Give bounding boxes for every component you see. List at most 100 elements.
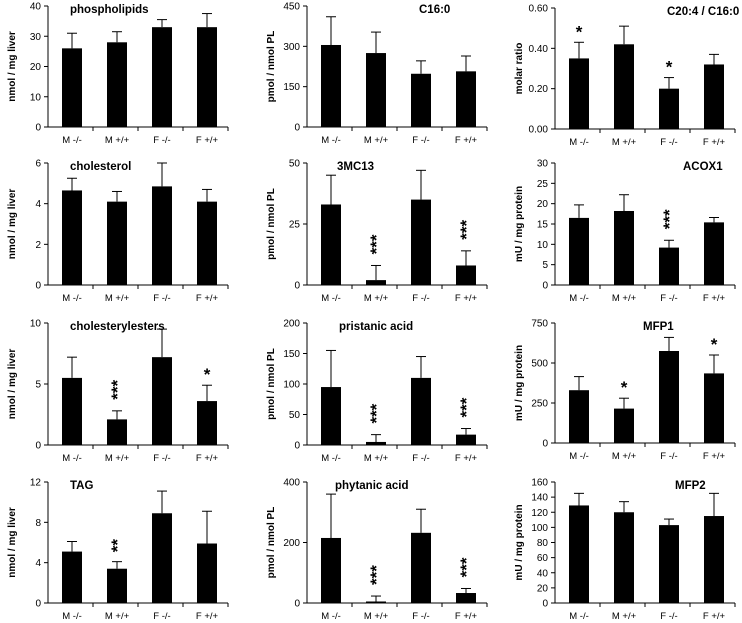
bar	[152, 357, 172, 445]
y-tick-label: 12	[30, 478, 42, 489]
category-label: F +/+	[196, 135, 219, 146]
significance-marker: ***	[108, 380, 127, 400]
significance-marker: *	[666, 58, 673, 77]
significance-marker: ***	[457, 220, 476, 240]
y-tick-label: 150	[283, 349, 300, 360]
category-label: M +/+	[612, 611, 637, 622]
category-label: M -/-	[569, 293, 589, 304]
y-tick-label: 20	[537, 199, 549, 210]
y-tick-label: 50	[289, 159, 301, 170]
y-tick-label: 500	[531, 359, 548, 370]
y-axis-label: nmol / mg liver	[7, 31, 18, 102]
category-label: F +/+	[703, 293, 726, 304]
bar	[107, 419, 127, 445]
bar	[411, 199, 431, 285]
bar	[456, 71, 476, 127]
category-label: F +/+	[196, 293, 219, 304]
significance-marker: **	[108, 539, 127, 553]
bar	[62, 377, 82, 445]
bar	[197, 27, 217, 127]
category-label: M -/-	[569, 137, 589, 148]
bar	[366, 53, 386, 127]
bar	[614, 512, 634, 603]
category-label: F +/+	[703, 611, 726, 622]
category-label: M +/+	[105, 611, 130, 622]
y-tick-label: 750	[531, 319, 548, 330]
chart-panel: 0 5 10 M -/- *** M +/+ F -/- * F +/+ cholesteryle…	[7, 319, 229, 464]
category-label: M -/-	[62, 135, 82, 146]
y-axis-label: pmol / nmol PL	[266, 507, 277, 579]
bar	[704, 516, 724, 603]
y-tick-label: 100	[283, 380, 300, 391]
category-label: F -/-	[153, 453, 170, 464]
y-tick-label: 25	[289, 220, 301, 231]
bar	[569, 505, 589, 603]
category-label: M +/+	[364, 293, 389, 304]
category-label: M +/+	[612, 137, 637, 148]
y-tick-label: 140	[531, 493, 548, 504]
category-label: F -/-	[412, 611, 429, 622]
y-axis-label: pmol / nmol PL	[266, 348, 277, 420]
y-tick-label: 400	[283, 478, 300, 489]
y-tick-label: 4	[35, 199, 41, 210]
significance-marker: ***	[367, 565, 386, 585]
y-tick-label: 10	[537, 240, 549, 251]
y-tick-label: 60	[537, 553, 549, 564]
chart-panel: 0 2 4 6 M -/- M +/+ F -/- F +/+ cholesterol nmol …	[7, 159, 229, 304]
y-axis-label: nmol / mg liver	[7, 189, 18, 260]
category-label: F -/-	[660, 293, 677, 304]
y-tick-label: 200	[283, 538, 300, 549]
chart-title: cholesterylesters	[70, 321, 165, 333]
y-axis-label: molar ratio	[514, 43, 525, 95]
y-tick-label: 0.20	[529, 84, 549, 95]
significance-marker: ***	[367, 403, 386, 423]
category-label: M +/+	[105, 135, 130, 146]
bar	[197, 543, 217, 603]
chart-panel: 0 150 300 450 M -/- M +/+ F -/- F +/+ C16:0 pmol …	[266, 2, 488, 146]
bar	[614, 408, 634, 443]
bar	[456, 265, 476, 285]
y-axis-label: pmol / nmol PL	[266, 188, 277, 260]
bar	[321, 44, 341, 127]
chart-panel: 0 10 20 30 40 M -/- M +/+ F -/- F +/+ phospholipi…	[7, 2, 229, 146]
category-label: M -/-	[62, 611, 82, 622]
bar	[152, 186, 172, 285]
category-label: F -/-	[660, 451, 677, 462]
y-tick-label: 20	[30, 62, 42, 73]
y-tick-label: 0	[542, 599, 548, 610]
chart-title: phospholipids	[70, 4, 149, 16]
chart-title: C20:4 / C16:0	[667, 6, 739, 18]
y-tick-label: 300	[283, 42, 300, 53]
y-axis-label: pmol / nmol PL	[266, 31, 277, 103]
y-tick-label: 2	[35, 240, 41, 251]
category-label: M +/+	[105, 453, 130, 464]
category-label: F -/-	[660, 137, 677, 148]
y-tick-label: 0.00	[529, 125, 549, 136]
category-label: M -/-	[62, 453, 82, 464]
bar	[366, 280, 386, 285]
y-tick-label: 150	[283, 82, 300, 93]
category-label: F +/+	[703, 137, 726, 148]
y-tick-label: 80	[537, 538, 549, 549]
chart-panel: 0 50 100 150 200 M -/- *** M +/+ F -/- *** F +/+ pr…	[266, 319, 488, 464]
bar	[321, 387, 341, 445]
y-tick-label: 450	[283, 2, 300, 13]
y-tick-label: 0	[294, 441, 300, 452]
significance-marker: ***	[660, 209, 679, 229]
bar	[107, 201, 127, 285]
category-label: M +/+	[364, 611, 389, 622]
category-label: F -/-	[412, 293, 429, 304]
y-tick-label: 5	[542, 260, 548, 271]
y-tick-label: 6	[35, 159, 41, 170]
y-tick-label: 8	[35, 518, 41, 529]
y-tick-label: 25	[537, 179, 549, 190]
category-label: F +/+	[455, 611, 478, 622]
bar	[704, 373, 724, 443]
category-label: F -/-	[660, 611, 677, 622]
category-label: F -/-	[153, 135, 170, 146]
significance-marker: *	[711, 335, 718, 354]
bar	[659, 351, 679, 443]
y-tick-label: 0	[35, 599, 41, 610]
bar	[614, 44, 634, 129]
bar	[107, 568, 127, 603]
